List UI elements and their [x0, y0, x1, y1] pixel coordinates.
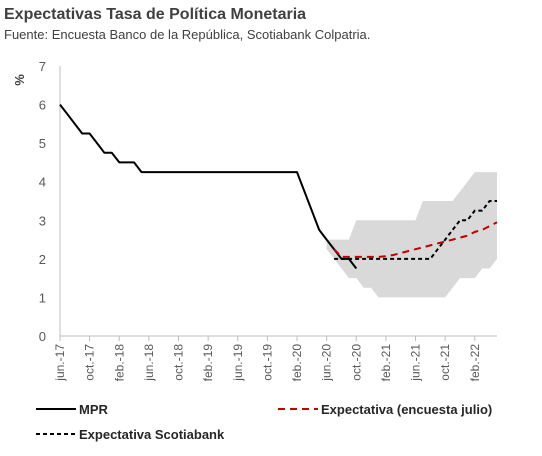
x-tick-label: feb.-20: [290, 344, 304, 382]
x-tick-label: feb.-22: [468, 344, 482, 382]
y-tick-label: 2: [39, 252, 46, 267]
x-tick-label: jun.-20: [320, 344, 334, 382]
x-tick-label: feb.-18: [112, 344, 126, 382]
x-tick-label: oct.-17: [83, 344, 97, 381]
legend-item-survey-label: Expectativa (encuesta julio): [321, 402, 492, 417]
y-tick-label: 6: [39, 98, 46, 113]
mpr-line: [59, 103, 358, 270]
y-tick-label: 0: [39, 329, 46, 344]
x-tick-label: oct.-18: [172, 344, 186, 381]
y-tick-label: 1: [39, 290, 46, 305]
plot-area: 0 1 2 3 4 5 6 7 jun.-17 oct.-17 feb.-18 jun.-18 oct.…: [39, 59, 498, 382]
x-tick-label: oct.-19: [260, 344, 274, 381]
x-tick-label: jun.-19: [231, 344, 245, 382]
x-tick-label: feb.-19: [201, 344, 215, 382]
x-tick-label: oct.-21: [438, 344, 452, 381]
y-tick-label: 4: [39, 175, 46, 190]
scotiabank-expectation-line: [334, 200, 497, 260]
y-axis-unit: %: [12, 74, 27, 86]
expectation-range-band: [326, 172, 497, 298]
legend: MPR Expectativa (encuesta julio) Expectati…: [36, 402, 492, 442]
legend-item-scotiabank-label: Expectativa Scotiabank: [79, 427, 225, 442]
legend-item-mpr-label: MPR: [79, 402, 109, 417]
x-tick-label: jun.-17: [53, 344, 67, 382]
x-tick-label: feb.-21: [379, 344, 393, 382]
y-tick-label: 5: [39, 136, 46, 151]
chart-title: Expectativas Tasa de Política Monetaria: [4, 6, 306, 23]
survey-expectation-line: [333, 221, 498, 258]
y-tick-label: 7: [39, 59, 46, 74]
y-tick-label: 3: [39, 213, 46, 228]
chart-subtitle: Fuente: Encuesta Banco de la República, …: [4, 27, 370, 42]
x-tick-label: jun.-21: [409, 344, 423, 382]
x-tick-label: oct.-20: [349, 344, 363, 381]
x-tick-label: jun.-18: [142, 344, 156, 382]
